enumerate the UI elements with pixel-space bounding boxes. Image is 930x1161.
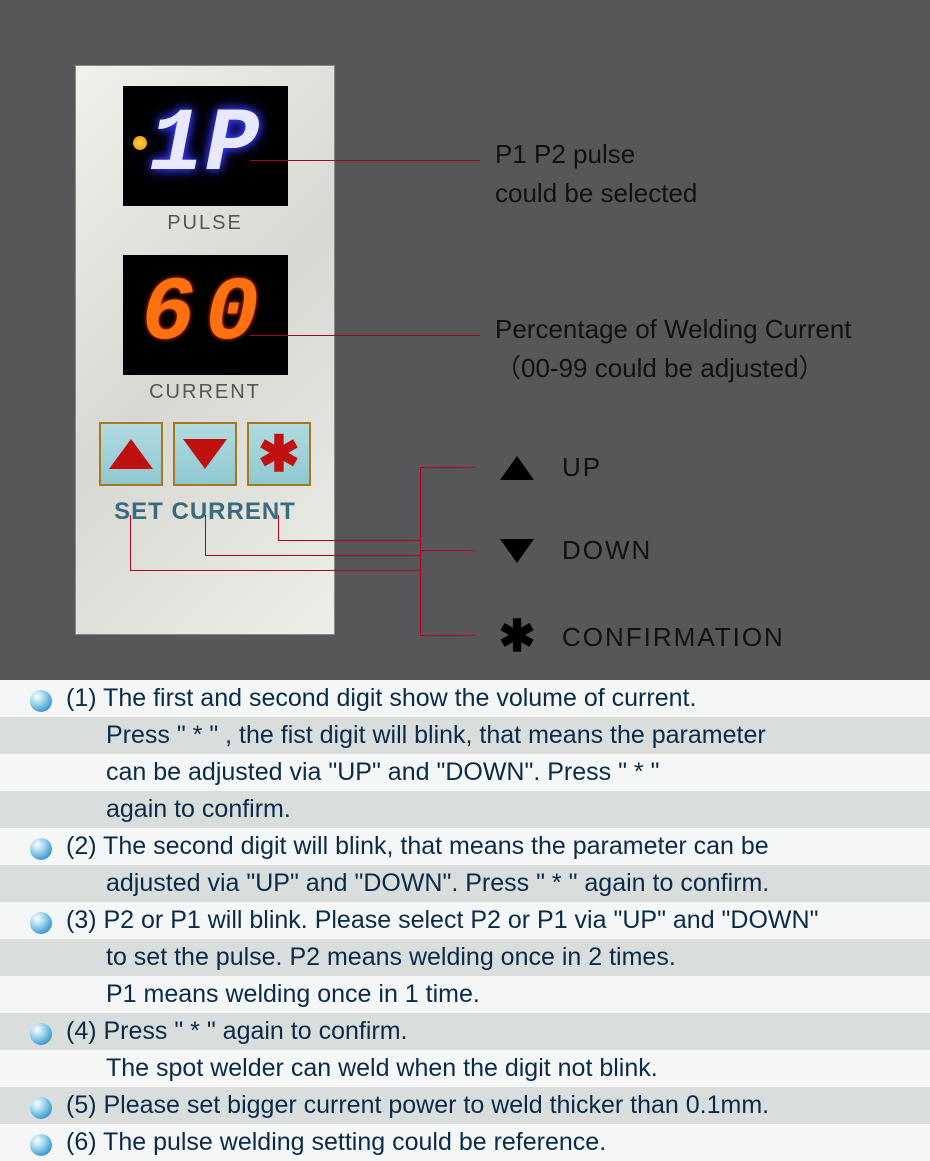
legend-confirm: ✱ CONFIRMATION xyxy=(500,615,785,659)
instruction-line: adjusted via "UP" and "DOWN". Press " * … xyxy=(0,865,930,902)
leader-line xyxy=(250,160,480,161)
leader-line xyxy=(420,550,475,551)
confirm-button[interactable]: ✱ xyxy=(247,422,311,486)
leader-line xyxy=(278,515,279,540)
instruction-text: (3) P2 or P1 will blink. Please select P… xyxy=(66,906,910,935)
instruction-text: (4) Press " * " again to confirm. xyxy=(66,1017,910,1046)
instruction-line: Press " * " , the fist digit will blink,… xyxy=(0,717,930,754)
leader-line xyxy=(420,467,421,635)
asterisk-icon: ✱ xyxy=(500,615,534,659)
legend-up-label: UP xyxy=(562,452,602,483)
current-label: CURRENT xyxy=(123,381,288,404)
up-button[interactable] xyxy=(99,422,163,486)
instruction-line: again to confirm. xyxy=(0,791,930,828)
leader-line xyxy=(420,635,475,636)
diagram-area: 1P PULSE 60 CURRENT ✱ SET CURRENT P1 P2 … xyxy=(0,0,930,680)
leader-line xyxy=(420,467,475,468)
instruction-text: can be adjusted via "UP" and "DOWN". Pre… xyxy=(66,758,910,787)
instruction-line: The spot welder can weld when the digit … xyxy=(0,1050,930,1087)
leader-line xyxy=(130,515,131,570)
instruction-line: can be adjusted via "UP" and "DOWN". Pre… xyxy=(0,754,930,791)
instruction-line: (4) Press " * " again to confirm. xyxy=(0,1013,930,1050)
leader-line xyxy=(205,515,206,555)
instruction-text: again to confirm. xyxy=(66,795,910,824)
callout-current: Percentage of Welding Current （00-99 cou… xyxy=(495,310,852,388)
instruction-text: (1) The first and second digit show the … xyxy=(66,684,910,713)
bullet-icon xyxy=(30,1097,52,1119)
legend-confirm-label: CONFIRMATION xyxy=(562,622,785,653)
instruction-text: (5) Please set bigger current power to w… xyxy=(66,1091,910,1120)
leader-line xyxy=(250,335,480,336)
bullet-icon xyxy=(30,1023,52,1045)
instruction-line: (6) The pulse welding setting could be r… xyxy=(0,1124,930,1161)
button-row: ✱ xyxy=(76,422,334,486)
triangle-down-icon xyxy=(183,439,227,469)
triangle-up-icon xyxy=(109,439,153,469)
bullet-icon xyxy=(30,690,52,712)
instruction-line: (5) Please set bigger current power to w… xyxy=(0,1087,930,1124)
instruction-line: to set the pulse. P2 means welding once … xyxy=(0,939,930,976)
triangle-up-icon xyxy=(500,456,534,480)
legend-up: UP xyxy=(500,452,602,483)
pulse-label: PULSE xyxy=(123,212,288,235)
instruction-text: P1 means welding once in 1 time. xyxy=(66,980,910,1009)
leader-line xyxy=(130,570,420,571)
bullet-icon xyxy=(30,838,52,860)
leader-line xyxy=(278,540,420,541)
instruction-text: (2) The second digit will blink, that me… xyxy=(66,832,910,861)
instruction-text: The spot welder can weld when the digit … xyxy=(66,1054,910,1083)
instruction-text: Press " * " , the fist digit will blink,… xyxy=(66,721,910,750)
bullet-icon xyxy=(30,912,52,934)
legend-down: DOWN xyxy=(500,535,652,566)
current-readout: 60 xyxy=(141,264,269,366)
pulse-readout: 1P xyxy=(149,95,261,197)
legend-down-label: DOWN xyxy=(562,535,652,566)
asterisk-icon: ✱ xyxy=(258,429,300,479)
callout-pulse: P1 P2 pulse could be selected xyxy=(495,135,697,213)
down-button[interactable] xyxy=(173,422,237,486)
triangle-down-icon xyxy=(500,539,534,563)
instructions-list: (1) The first and second digit show the … xyxy=(0,680,930,1161)
led-dot-icon xyxy=(133,136,147,150)
instruction-line: P1 means welding once in 1 time. xyxy=(0,976,930,1013)
leader-line xyxy=(205,555,420,556)
current-display: 60 xyxy=(123,255,288,375)
instruction-text: to set the pulse. P2 means welding once … xyxy=(66,943,910,972)
instruction-line: (2) The second digit will blink, that me… xyxy=(0,828,930,865)
instruction-text: adjusted via "UP" and "DOWN". Press " * … xyxy=(66,869,910,898)
instruction-line: (1) The first and second digit show the … xyxy=(0,680,930,717)
instruction-line: (3) P2 or P1 will blink. Please select P… xyxy=(0,902,930,939)
pulse-display: 1P xyxy=(123,86,288,206)
